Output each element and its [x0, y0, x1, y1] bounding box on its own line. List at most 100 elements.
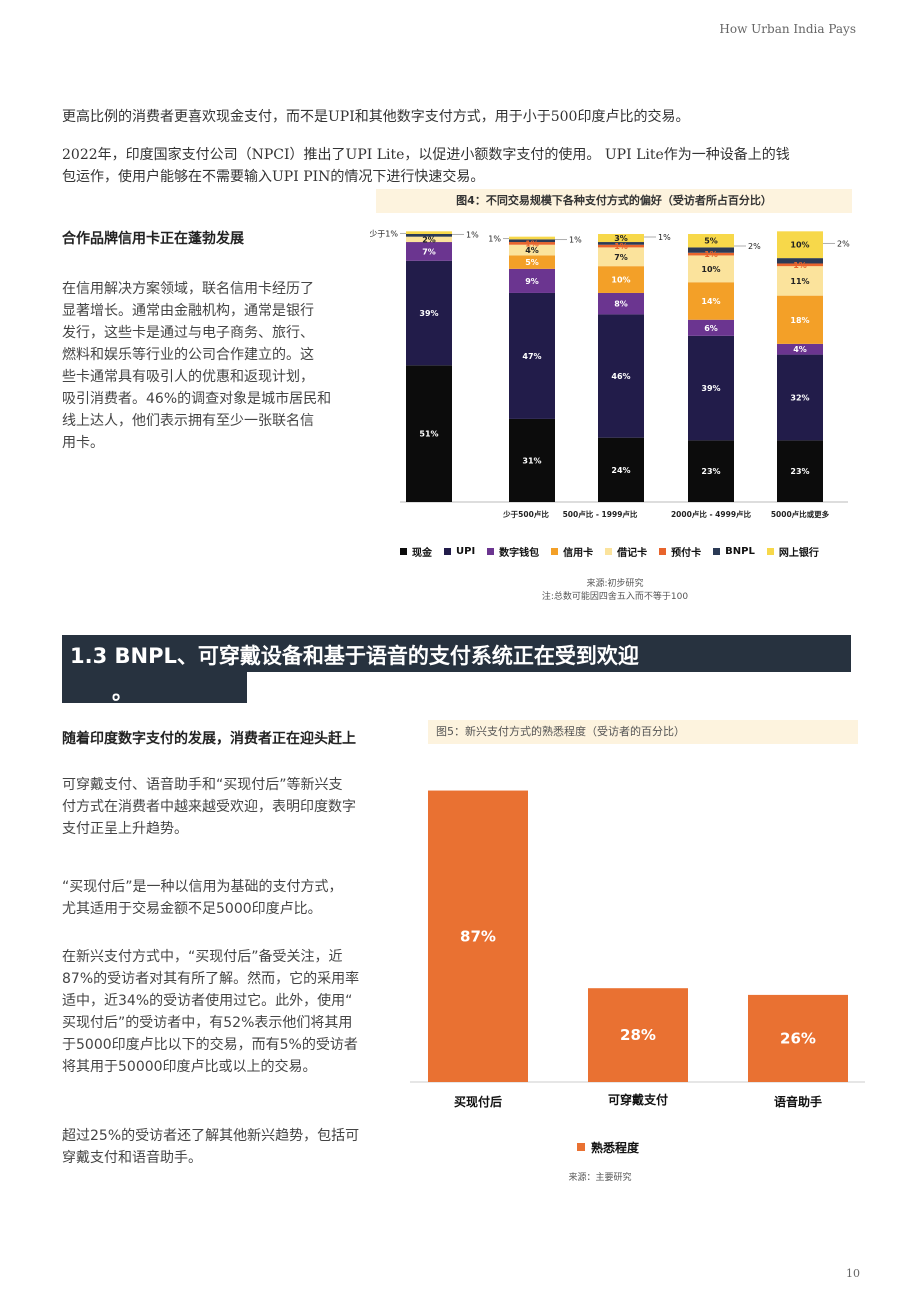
x-tick-label: 500卢比 - 1999卢比 [563, 509, 638, 519]
section-heading-cobrand: 合作品牌信用卡正在蓬勃发展 [62, 231, 244, 247]
callout-label: 1% [488, 235, 501, 244]
legend-swatch [577, 1143, 585, 1151]
data-label: 8% [614, 300, 628, 309]
bar-segment [509, 418, 555, 502]
body-line: 显著增长。通常由金融机构，通常是银行 [62, 303, 314, 319]
legend-swatch [444, 548, 451, 555]
bar [748, 994, 848, 1082]
data-label: 47% [522, 352, 541, 361]
bar-segment [406, 231, 452, 234]
data-label: 23% [701, 467, 720, 476]
legend-label: 现金 [412, 548, 432, 559]
data-label: 39% [419, 309, 438, 318]
body-line: 尤其适用于交易金额不足5000印度卢比。 [62, 901, 322, 917]
body-line: 穿戴支付和语音助手。 [62, 1150, 202, 1166]
data-label: 10% [611, 276, 630, 285]
x-tick-label: 5000卢比或更多 [771, 509, 830, 519]
bar-segment [598, 244, 644, 248]
data-label: 1% [704, 250, 718, 259]
legend-item: 预付卡 [659, 544, 701, 559]
legend-item: 借记卡 [605, 544, 647, 559]
callout-label: 2% [748, 242, 761, 251]
bar-segment [777, 440, 823, 502]
bar-segment [509, 239, 555, 243]
bar-segment [688, 319, 734, 336]
section-heading-consumers: 随着印度数字支付的发展，消费者正在迎头赶上 [62, 731, 356, 747]
data-label: 4% [525, 246, 539, 255]
data-label: 87% [460, 927, 496, 945]
legend-label: 预付卡 [671, 548, 702, 559]
x-tick-label: 少于500卢比 [502, 509, 549, 519]
body-line: 在新兴支付方式中，“买现付后”备受关注，近 [62, 949, 343, 965]
data-label: 6% [704, 324, 718, 333]
body-line: 将其用于50000印度卢比或以上的交易。 [62, 1059, 317, 1075]
figure5-title: 图5：新兴支付方式的熟悉程度（受访者的百分比） [428, 720, 858, 744]
legend-item: UPI [444, 546, 475, 557]
data-label: 11% [790, 277, 809, 286]
data-label: 5% [525, 258, 539, 267]
callout-label: 少于1% [370, 229, 398, 238]
bar-segment [777, 263, 823, 267]
bar-segment [777, 258, 823, 264]
section2-paragraph-1: 可穿戴支付、语音助手和“买现付后”等新兴支 付方式在消费者中越来越受欢迎，表明印… [62, 774, 392, 840]
data-label: 26% [780, 1029, 816, 1047]
bar-segment [688, 335, 734, 441]
figure4-source: 来源:初步研究 注:总数可能因四舍五入而不等于100 [500, 578, 730, 604]
data-label: 10% [701, 265, 720, 274]
bar-segment [688, 234, 734, 248]
bar-segment [598, 437, 644, 502]
figure4-title: 图4：不同交易规模下各种支付方式的偏好（受访者所占百分比） [376, 189, 852, 213]
bar-segment [598, 266, 644, 293]
legend-swatch [400, 548, 407, 555]
body-line: 于5000印度卢比以下的交易，而有5%的受访者 [62, 1037, 358, 1053]
body-line: 吸引消费者。46%的调查对象是城市居民和 [62, 391, 332, 407]
bar-segment [777, 343, 823, 355]
bar-segment [406, 365, 452, 502]
legend-label: 信用卡 [563, 548, 594, 559]
data-label: 7% [614, 253, 628, 262]
bar-segment [598, 234, 644, 243]
data-label: 28% [620, 1026, 656, 1044]
legend-swatch [487, 548, 495, 555]
bar-segment [688, 247, 734, 253]
bar-segment [688, 255, 734, 283]
legend-item: 现金 [400, 544, 432, 559]
data-label: 18% [790, 316, 809, 325]
bar-segment [509, 255, 555, 269]
body-line: 些卡通常具有吸引人的优惠和返现计划， [62, 369, 314, 385]
body-line: 燃料和娱乐等行业的公司合作建立的。这 [62, 347, 314, 363]
legend-swatch [605, 548, 613, 555]
legend-label: 熟悉程度 [591, 1140, 640, 1155]
page-number: 10 [846, 1267, 860, 1280]
legend-item: 网上银行 [766, 544, 819, 559]
figure5-source: 来源：主要研究 [568, 1173, 632, 1183]
bar-segment [688, 282, 734, 320]
figure4-legend: 现金 UPI 数字钱包 信用卡 借记卡 预付卡 BNPL 网上银行 [400, 540, 860, 559]
bar-segment [688, 252, 734, 256]
figure4-chart: 51%39%7%2%少于1% 1%31%47%9%5%4%1%1% 1%24%46%… [370, 229, 850, 519]
body-line: 在信用解决方案领域，联名信用卡经历了 [62, 281, 314, 297]
data-label: 1% [614, 242, 628, 251]
legend-swatch [766, 548, 774, 555]
bar-segment [777, 266, 823, 296]
bar-segment [509, 236, 555, 240]
data-label: 23% [790, 467, 809, 476]
bar-segment [777, 231, 823, 259]
bar-segment [406, 236, 452, 243]
data-label: 4% [793, 345, 807, 354]
data-label: 7% [422, 247, 436, 256]
section-banner-title-cont: 。 [112, 680, 133, 704]
legend-swatch [551, 548, 559, 555]
body-line: 发行，这些卡是通过与电子商务、旅行、 [62, 325, 314, 341]
section2-paragraph-2: “买现付后”是一种以信用为基础的支付方式， 尤其适用于交易金额不足5000印度卢… [62, 876, 392, 920]
legend-swatch [713, 548, 721, 555]
body-line: “买现付后”是一种以信用为基础的支付方式， [62, 879, 343, 895]
data-label: 2% [422, 235, 436, 244]
data-label: 5% [704, 237, 718, 246]
data-label: 31% [522, 456, 541, 465]
data-label: 9% [525, 277, 539, 286]
bar-segment [509, 242, 555, 245]
bar-segment [509, 244, 555, 256]
bar-segment [598, 292, 644, 315]
